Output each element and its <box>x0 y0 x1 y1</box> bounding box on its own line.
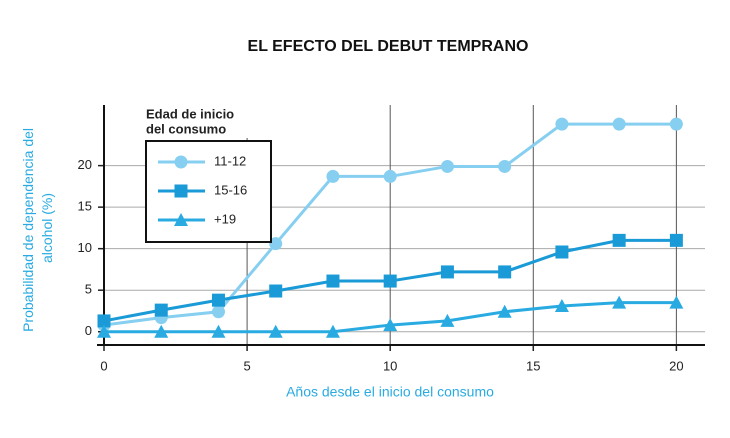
legend-label: 15-16 <box>214 182 247 197</box>
data-point <box>612 233 626 247</box>
data-point <box>669 117 683 131</box>
data-point <box>612 117 626 131</box>
data-point <box>383 169 397 183</box>
data-point <box>154 303 168 317</box>
data-point <box>211 324 226 338</box>
x-tick-label: 10 <box>383 358 397 373</box>
chart-title: EL EFECTO DEL DEBUT TEMPRANO <box>248 38 529 55</box>
data-point <box>554 298 569 312</box>
data-point <box>326 274 340 288</box>
y-axis-label: Probabilidad de dependencia del alcohol … <box>20 124 55 332</box>
y-tick-label: 10 <box>78 240 92 255</box>
data-point <box>383 274 397 288</box>
data-point <box>669 233 683 247</box>
data-point <box>498 265 512 279</box>
data-point <box>211 293 225 307</box>
legend-title: del consumo <box>146 121 226 136</box>
x-axis-label: Años desde el inicio del consumo <box>286 384 494 400</box>
y-tick-label: 15 <box>78 199 92 214</box>
data-point <box>440 265 454 279</box>
x-tick-label: 0 <box>100 358 107 373</box>
y-tick-label: 20 <box>78 157 92 172</box>
data-point <box>154 324 169 338</box>
data-point <box>612 295 627 309</box>
data-point <box>440 313 455 327</box>
data-point <box>669 295 684 309</box>
legend-title-bg <box>140 104 270 138</box>
x-tick-label: 20 <box>669 358 683 373</box>
data-point <box>383 318 398 332</box>
x-tick-label: 15 <box>526 358 540 373</box>
data-point <box>268 324 283 338</box>
data-point <box>325 324 340 338</box>
legend-label: 11-12 <box>214 153 246 168</box>
data-point <box>211 305 225 319</box>
legend-title: Edad de inicio <box>146 106 234 121</box>
data-point <box>326 169 340 183</box>
data-point <box>555 117 569 131</box>
y-axis-label-text: Probabilidad de dependencia del <box>20 128 36 332</box>
data-point <box>269 284 283 298</box>
y-tick-label: 5 <box>85 282 92 297</box>
data-point <box>498 159 512 173</box>
y-tick-label: 0 <box>85 323 92 338</box>
data-point <box>497 304 512 318</box>
data-point <box>440 159 454 173</box>
data-point <box>269 237 283 251</box>
legend-marker <box>174 155 188 169</box>
data-point <box>555 245 569 259</box>
data-point <box>97 324 111 338</box>
legend-marker <box>174 184 188 198</box>
legend-label: +19 <box>214 211 236 226</box>
x-tick-label: 5 <box>243 358 250 373</box>
y-axis-label-text-2: alcohol (%) <box>39 193 55 263</box>
data-point <box>97 314 111 328</box>
legend-marker <box>174 213 188 226</box>
